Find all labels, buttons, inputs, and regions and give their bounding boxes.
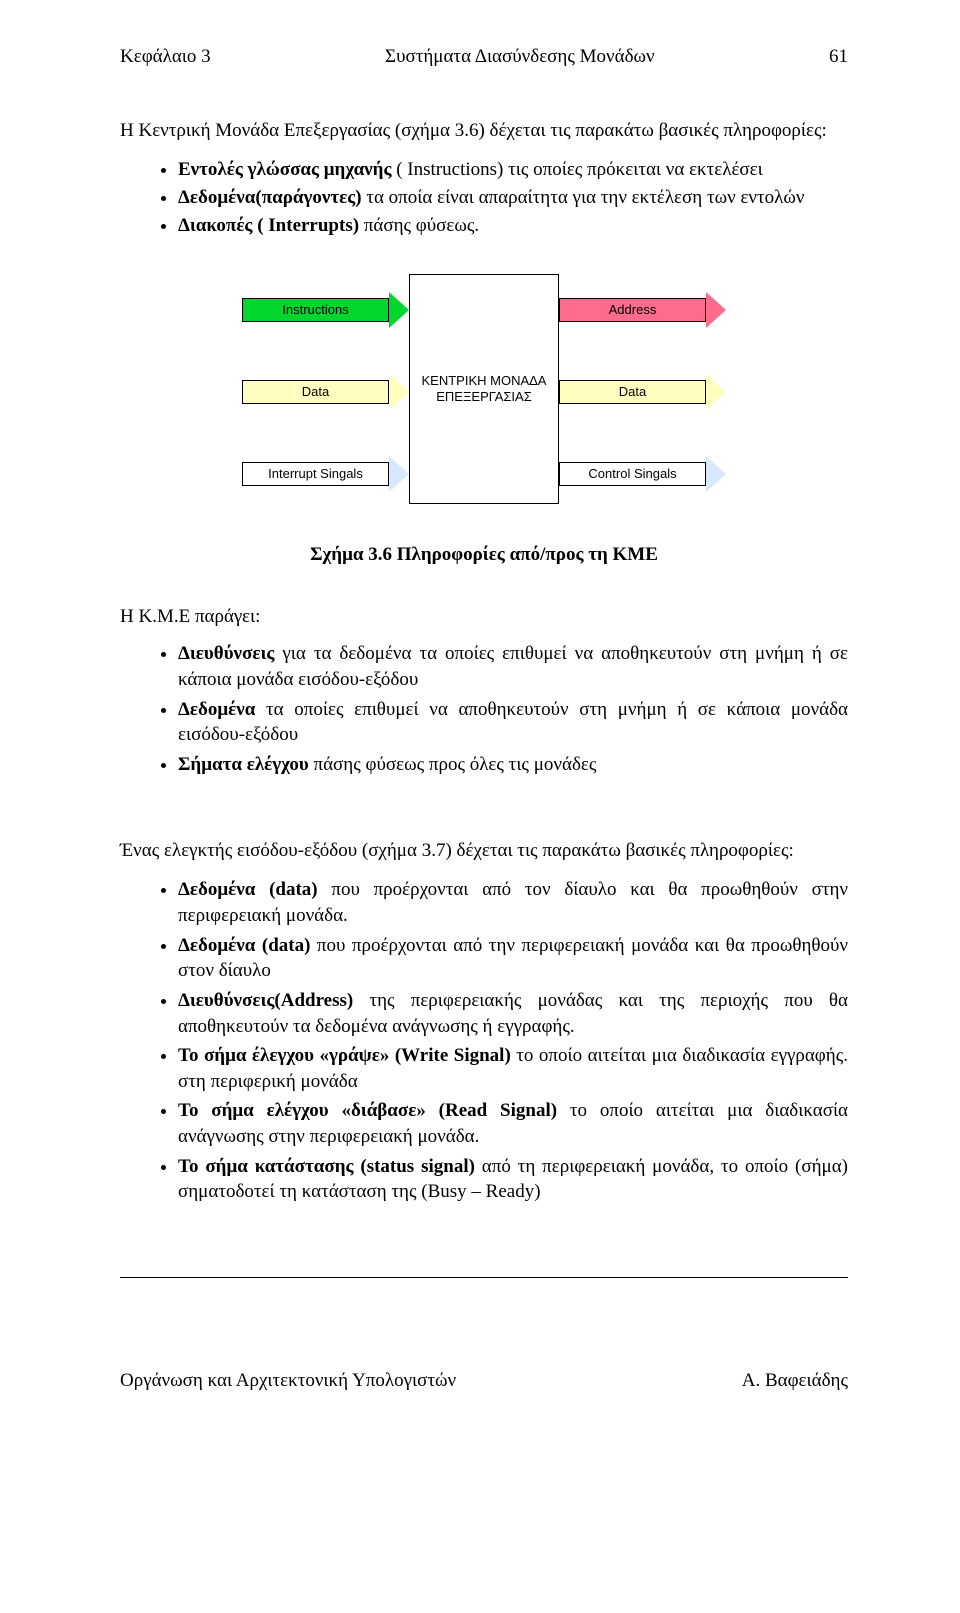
cpu-inputs-list: Εντολές γλώσσας μηχανής ( Instructions) … <box>120 157 848 238</box>
list-item: Εντολές γλώσσας μηχανής ( Instructions) … <box>178 157 848 183</box>
figure-caption: Σχήμα 3.6 Πληροφορίες από/προς τη ΚΜΕ <box>120 542 848 568</box>
term-desc: για τα δεδομένα τα οποίες επιθυμεί να απ… <box>178 643 848 690</box>
io-controller-list: Δεδομένα (data) που προέρχονται από τον … <box>120 877 848 1205</box>
term: Το σήμα ελέγχου «διάβασε» (Read Signal) <box>178 1100 557 1121</box>
term: Εντολές γλώσσας μηχανής <box>178 159 391 180</box>
list-item: Δεδομένα (data) που προέρχονται από την … <box>178 933 848 984</box>
term: Διευθύνσεις(Address) <box>178 990 353 1011</box>
term: Δεδομένα <box>178 699 255 720</box>
arrow-label: Interrupt Singals <box>242 462 389 486</box>
arrow-label: Data <box>559 380 706 404</box>
arrow-control: Control Singals <box>559 456 726 492</box>
page-header: Κεφάλαιο 3 Συστήματα Διασύνδεσης Μονάδων… <box>120 44 848 70</box>
arrow-data-in: Data <box>242 374 409 410</box>
term: Δεδομένα(παράγοντες) <box>178 187 362 208</box>
term: Διακοπές ( Interrupts) <box>178 215 359 236</box>
cpu-outputs-list: Διευθύνσεις για τα δεδομένα τα οποίες επ… <box>120 641 848 777</box>
arrow-head-icon <box>706 374 726 410</box>
arrow-head-icon <box>389 456 409 492</box>
term: Το σήμα έλεγχου «γράψε» (Write Signal) <box>178 1045 511 1066</box>
list-item: Διευθύνσεις για τα δεδομένα τα οποίες επ… <box>178 641 848 692</box>
arrow-head-icon <box>389 374 409 410</box>
arrow-head-icon <box>389 292 409 328</box>
term: Διευθύνσεις <box>178 643 274 664</box>
footer-right: Α. Βαφειάδης <box>742 1368 848 1394</box>
term: Το σήμα κατάστασης (status signal) <box>178 1156 475 1177</box>
list-item: Διευθύνσεις(Address) της περιφερειακής μ… <box>178 988 848 1039</box>
arrow-address: Address <box>559 292 726 328</box>
page-footer: Οργάνωση και Αρχιτεκτονική Υπολογιστών Α… <box>120 1368 848 1394</box>
arrow-data-out: Data <box>559 374 726 410</box>
term: Δεδομένα (data) <box>178 879 318 900</box>
list-item: Δεδομένα τα οποίες επιθυμεί να αποθηκευτ… <box>178 697 848 748</box>
arrow-head-icon <box>706 456 726 492</box>
arrow-head-icon <box>706 292 726 328</box>
term-desc: ( Instructions) τις οποίες πρόκειται να … <box>391 159 762 180</box>
cpu-box: ΚΕΝΤΡΙΚΗ ΜΟΝΑΔΑ ΕΠΕΞΕΡΓΑΣΙΑΣ <box>409 274 559 504</box>
term-desc: τα οποίες επιθυμεί να αποθηκευτούν στη μ… <box>178 699 848 746</box>
intro-paragraph: Η Κεντρική Μονάδα Επεξεργασίας (σχήμα 3.… <box>120 118 848 144</box>
arrow-instructions: Instructions <box>242 292 409 328</box>
list-item: Δεδομένα (data) που προέρχονται από τον … <box>178 877 848 928</box>
cpu-diagram: ΚΕΝΤΡΙΚΗ ΜΟΝΑΔΑ ΕΠΕΞΕΡΓΑΣΙΑΣ Instruction… <box>120 274 848 524</box>
list-item: Το σήμα κατάστασης (status signal) από τ… <box>178 1154 848 1205</box>
cpu-box-label: ΚΕΝΤΡΙΚΗ ΜΟΝΑΔΑ ΕΠΕΞΕΡΓΑΣΙΑΣ <box>410 373 558 406</box>
term-desc: τα οποία είναι απαραίτητα για την εκτέλε… <box>362 187 805 208</box>
produces-lead: Η Κ.Μ.Ε παράγει: <box>120 604 848 630</box>
io-lead: Ένας ελεγκτής εισόδου-εξόδου (σχήμα 3.7)… <box>120 838 848 864</box>
header-center: Συστήματα Διασύνδεσης Μονάδων <box>385 44 655 70</box>
header-left: Κεφάλαιο 3 <box>120 44 211 70</box>
list-item: Δεδομένα(παράγοντες) τα οποία είναι απαρ… <box>178 185 848 211</box>
term: Δεδομένα (data) <box>178 935 310 956</box>
footer-left: Οργάνωση και Αρχιτεκτονική Υπολογιστών <box>120 1368 456 1394</box>
arrow-label: Control Singals <box>559 462 706 486</box>
list-item: Το σήμα έλεγχου «γράψε» (Write Signal) τ… <box>178 1043 848 1094</box>
arrow-label: Data <box>242 380 389 404</box>
term-desc: πάσης φύσεως. <box>359 215 479 236</box>
term-desc: πάσης φύσεως προς όλες τις μονάδες <box>309 754 597 775</box>
arrow-label: Instructions <box>242 298 389 322</box>
header-right: 61 <box>829 44 848 70</box>
footer-divider <box>120 1277 848 1278</box>
arrow-interrupt: Interrupt Singals <box>242 456 409 492</box>
list-item: Το σήμα ελέγχου «διάβασε» (Read Signal) … <box>178 1098 848 1149</box>
list-item: Διακοπές ( Interrupts) πάσης φύσεως. <box>178 213 848 239</box>
term: Σήματα ελέγχου <box>178 754 309 775</box>
arrow-label: Address <box>559 298 706 322</box>
list-item: Σήματα ελέγχου πάσης φύσεως προς όλες τι… <box>178 752 848 778</box>
